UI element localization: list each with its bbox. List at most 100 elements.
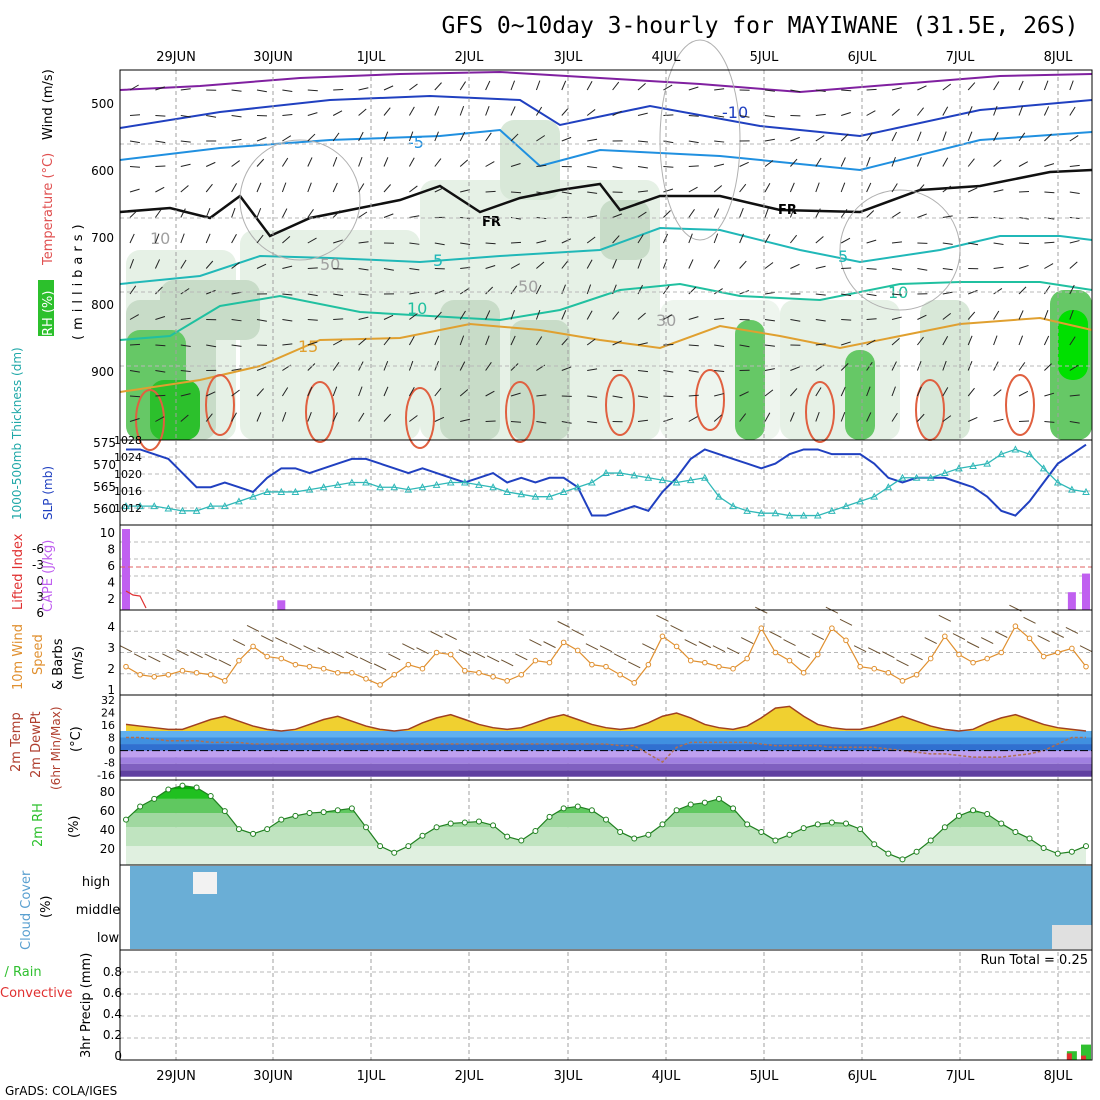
cloud-low-gap (1052, 925, 1092, 949)
upper-wind-barb (281, 208, 288, 218)
rh-legend-swatch (38, 280, 54, 336)
wind-speed-point (518, 671, 525, 678)
upper-wind-barb (459, 361, 466, 371)
wind-speed-point (1083, 663, 1089, 670)
upper-wind-barb (536, 135, 546, 142)
thickness-point (672, 478, 681, 486)
upper-wind-barb (129, 140, 140, 144)
thickness-point (249, 492, 257, 500)
upper-wind-barb (408, 157, 415, 167)
upper-wind-barb (510, 309, 516, 320)
thickness-point (291, 487, 300, 495)
upper-wind-barb (459, 288, 469, 295)
upper-wind-barb (256, 158, 265, 167)
upper-wind-barb (282, 265, 293, 269)
upper-wind-barb (1043, 106, 1050, 116)
upper-wind-barb (663, 114, 674, 116)
wind-speed-point (320, 665, 327, 672)
wind-barb (924, 637, 937, 645)
thickness-point (715, 492, 723, 500)
upper-wind-barb (307, 386, 313, 397)
upper-wind-barb (866, 132, 873, 142)
wind-speed-point (786, 657, 793, 664)
upper-ytick: 800 (91, 298, 114, 312)
thickness-point (616, 469, 624, 477)
upper-wind-barb (587, 215, 598, 218)
wind-speed-point (377, 682, 383, 688)
upper-wind-barb (891, 268, 902, 271)
rh-point (843, 820, 849, 827)
upper-wind-barb (815, 113, 826, 116)
thickness-point (136, 502, 144, 510)
upper-wind-barb (383, 314, 394, 320)
upper-wind-barb (536, 164, 547, 167)
upper-wind-barb (459, 335, 465, 346)
upper-wind-barb (358, 183, 365, 193)
thickness-point (517, 490, 526, 498)
upper-wind-barb (663, 210, 671, 218)
rh-point (588, 807, 595, 814)
slp-tick: 1016 (114, 485, 142, 498)
upper-wind-barb (561, 310, 567, 320)
thickness-point (884, 483, 893, 491)
thickness-point (573, 483, 582, 491)
upper-wind-barb (841, 267, 852, 269)
upper-wind-barb (891, 316, 902, 320)
upper-wind-barb (612, 395, 623, 399)
wind-barb (952, 633, 966, 640)
wind-speed-point (1069, 645, 1075, 652)
upper-wind-barb (409, 83, 418, 91)
upper-wind-barb (1069, 240, 1080, 244)
wind-speed-point (405, 661, 412, 668)
cape-tick: 6 (107, 559, 115, 573)
upper-wind-barb (637, 395, 648, 398)
slp-tick: 1028 (114, 434, 142, 447)
upper-wind-barb (129, 418, 140, 422)
upper-wind-barb (612, 166, 623, 169)
upper-wind-barb (840, 237, 851, 244)
upper-wind-barb (434, 335, 440, 346)
upper-wind-barb (256, 366, 267, 371)
upper-wind-barb (231, 160, 240, 167)
wind-barb (868, 647, 881, 655)
upper-wind-barb (1018, 132, 1026, 142)
upper-wind-barb (637, 234, 644, 244)
rh-point (221, 808, 228, 815)
upper-wind-barb (764, 138, 775, 142)
lifted-tick: -6 (32, 542, 44, 556)
upper-wind-barb (510, 421, 522, 423)
rh-point (461, 819, 468, 826)
rh-point (518, 837, 525, 844)
wind-barb (176, 649, 189, 657)
upper-wind-barb (840, 411, 846, 422)
wind-speed-point (970, 659, 976, 666)
upper-wind-barb (561, 80, 567, 91)
upper-wind-barb (485, 265, 496, 269)
upper-wind-barb (764, 344, 775, 347)
wind-speed-point (829, 625, 835, 632)
wind-barb (529, 639, 542, 647)
rh-point (800, 825, 807, 832)
upper-wind-barb (942, 106, 949, 116)
upper-wind-barb (713, 185, 723, 193)
rh-point (193, 784, 200, 791)
upper-wind-barb (332, 362, 340, 371)
upper-ytick: 500 (91, 97, 114, 111)
upper-wind-barb (967, 82, 976, 91)
warm-loop-6 (695, 369, 725, 431)
upper-wind-barb (129, 233, 135, 244)
thickness-point (277, 487, 286, 495)
temp-label-4: (°C) (69, 726, 84, 752)
upper-wind-barb (434, 289, 445, 295)
temp-tick: 8 (108, 732, 115, 745)
upper-wind-barb (764, 183, 771, 193)
rh-point (137, 803, 144, 810)
wind-barb (472, 651, 486, 659)
upper-wind-barb (688, 233, 693, 244)
cloud-level-middle: middle (76, 903, 120, 918)
upper-wind-barb (307, 319, 318, 321)
upper-wind-barb (1018, 190, 1030, 193)
rh-point (617, 828, 624, 835)
upper-wind-barb (408, 387, 415, 397)
contour-label: 50 (320, 255, 340, 274)
